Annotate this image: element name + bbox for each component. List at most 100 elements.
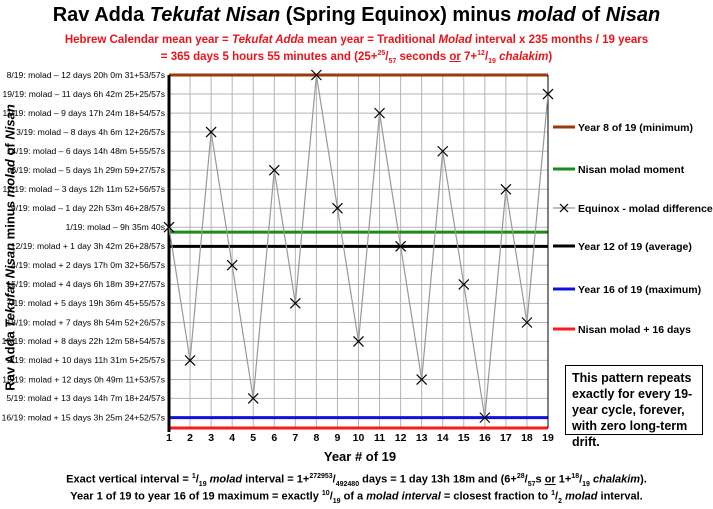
footer-line-1: Exact vertical interval = 1/19 molad int…: [66, 473, 647, 488]
subtitle-part: Tekufat Adda: [231, 34, 304, 46]
fraction-denominator: 19: [582, 480, 590, 488]
data-point-marker: [310, 69, 322, 81]
legend-label: Year 12 of 19 (average): [578, 241, 692, 253]
data-point-marker: [458, 279, 470, 290]
data-point-marker: [374, 107, 385, 119]
x-tick-label: 9: [335, 432, 341, 444]
footer-part: interval.: [597, 490, 643, 503]
fraction-denominator: 19: [332, 497, 341, 505]
x-tick-label: 1: [166, 432, 172, 444]
data-point-marker: [542, 88, 554, 100]
data-point-marker: [163, 221, 175, 233]
data-point-marker: [500, 183, 512, 195]
fraction-numerator: 12: [477, 50, 485, 57]
pattern-note: This pattern repeats exactly for every 1…: [565, 365, 703, 449]
fraction-denominator: 492480: [335, 480, 360, 488]
footer-part: molad: [562, 490, 598, 503]
data-point-marker: [184, 354, 196, 366]
x-tick-label: 14: [437, 432, 449, 444]
subtitle-line-2: = 365 days 5 hours 55 minutes and (25+25…: [160, 50, 553, 66]
title-part: Tekufat Nisan: [149, 4, 281, 26]
legend-label: Year 16 of 19 (maximum): [578, 284, 701, 296]
data-point-marker: [226, 259, 238, 271]
footer-part: chalakim: [589, 473, 641, 486]
footer-part: molad: [206, 473, 243, 486]
x-tick-label: 2: [187, 432, 193, 444]
subtitle-part: seconds: [396, 50, 450, 63]
footer-part: molad interval: [366, 490, 441, 503]
subtitle-part: 7+: [460, 50, 478, 63]
data-point-marker: [395, 240, 407, 252]
y-tick-label: 7/19: molad + 5 days 19h 36m 45+55/57s: [6, 298, 165, 308]
fraction-numerator: 272953: [309, 473, 333, 480]
x-tick-label: 17: [500, 432, 512, 444]
x-axis-label: Year # of 19: [323, 449, 397, 464]
x-tick-label: 11: [374, 432, 385, 444]
x-tick-label: 4: [229, 432, 235, 444]
y-tick-label: 1/19: molad – 9h 35m 40s: [66, 222, 165, 232]
y-tick-label: 13/19: molad + 12 days 0h 49m 11+53/57s: [2, 374, 165, 384]
y-tick-label: 5/19: molad + 13 days 14h 7m 18+24/57s: [6, 393, 165, 403]
y-tick-label: 18/19: molad + 7 days 8h 54m 52+26/57s: [6, 317, 165, 327]
y-tick-label: 19/19: molad – 11 days 6h 42m 25+25/57s: [2, 89, 165, 99]
data-point-marker: [437, 145, 449, 157]
title-part: (Spring Equinox) minus: [280, 4, 517, 26]
data-point-marker: [205, 126, 217, 138]
footer-line-2: Year 1 of 19 to year 16 of 19 maximum = …: [70, 490, 643, 505]
fraction-numerator: 1: [191, 473, 196, 480]
title-part: Rav Adda: [52, 4, 150, 26]
footer-part: of a: [340, 490, 367, 503]
footer-part: 1+: [555, 473, 572, 486]
y-tick-label: 3/19: molad – 8 days 4h 6m 12+26/57s: [16, 127, 165, 137]
footer-part: = closest fraction to: [440, 490, 552, 503]
y-tick-label: 10/19: molad + 8 days 22h 12m 58+54/57s: [2, 336, 165, 346]
fraction-numerator: 25: [377, 50, 386, 57]
subtitle-part: = 365 days 5 hours 55 minutes and (25+: [160, 50, 378, 63]
data-point-marker: [289, 297, 301, 309]
subtitle-part: Hebrew Calendar mean year =: [64, 34, 232, 46]
y-tick-label: 8/19: molad – 12 days 20h 0m 31+53/57s: [7, 70, 165, 80]
data-point-marker: [416, 374, 428, 385]
footer-part: s: [535, 473, 545, 486]
title-part: molad: [516, 4, 576, 26]
subtitle-part: ): [548, 50, 553, 63]
x-tick-label: 3: [208, 432, 214, 444]
legend-label: Nisan molad moment: [578, 164, 685, 176]
data-point-marker: [247, 392, 259, 404]
fraction-numerator: 1: [551, 490, 556, 497]
legend-label: Equinox - molad difference: [578, 203, 713, 215]
y-tick-label: 9/19: molad – 1 day 22h 53m 46+28/57s: [11, 203, 165, 213]
y-tick-label: 16/19: molad + 15 days 3h 25m 24+52/57s: [2, 412, 165, 422]
data-point-marker: [521, 317, 533, 328]
y-tick-label: 12/19: molad + 1 day 3h 42m 26+28/57s: [11, 241, 165, 251]
x-tick-label: 12: [395, 432, 407, 444]
subtitle-part: chalakim: [495, 50, 549, 63]
data-point-marker: [479, 412, 491, 424]
data-point-marker: [268, 164, 280, 176]
footer-part: Exact vertical interval =: [66, 473, 192, 486]
chart-title: Rav Adda Tekufat Nisan (Spring Equinox) …: [0, 4, 713, 27]
fraction-denominator: 2: [558, 497, 563, 505]
y-tick-label: 15/19: molad + 4 days 6h 18m 39+27/57s: [6, 279, 165, 289]
subtitle-part: or: [449, 50, 461, 63]
data-point-marker: [353, 335, 364, 347]
subtitle-part: Molad: [438, 34, 472, 46]
x-tick-label: 18: [521, 432, 533, 444]
x-tick-label: 5: [250, 432, 256, 444]
footer-part: or: [544, 473, 556, 486]
y-tick-label: 6/19: molad – 5 days 1h 29m 59+27/57s: [11, 165, 165, 175]
legend-label: Nisan molad + 16 days: [578, 324, 691, 336]
x-tick-label: 16: [479, 432, 491, 444]
fraction-numerator: 10: [321, 490, 330, 497]
x-tick-label: 6: [271, 432, 277, 444]
y-tick-label: 4/19: molad + 2 days 17h 0m 32+56/57s: [11, 260, 165, 270]
y-tick-label: 11/19: molad – 9 days 17h 24m 18+54/57s: [2, 108, 165, 118]
x-tick-label: 10: [353, 432, 365, 444]
legend-label: Year 8 of 19 (minimum): [578, 122, 693, 134]
x-tick-label: 15: [458, 432, 470, 444]
fraction-denominator: 57: [527, 480, 536, 488]
footer-part: ).: [640, 473, 647, 486]
fraction-numerator: 18: [571, 473, 580, 480]
title-part: Nisan: [605, 4, 661, 26]
